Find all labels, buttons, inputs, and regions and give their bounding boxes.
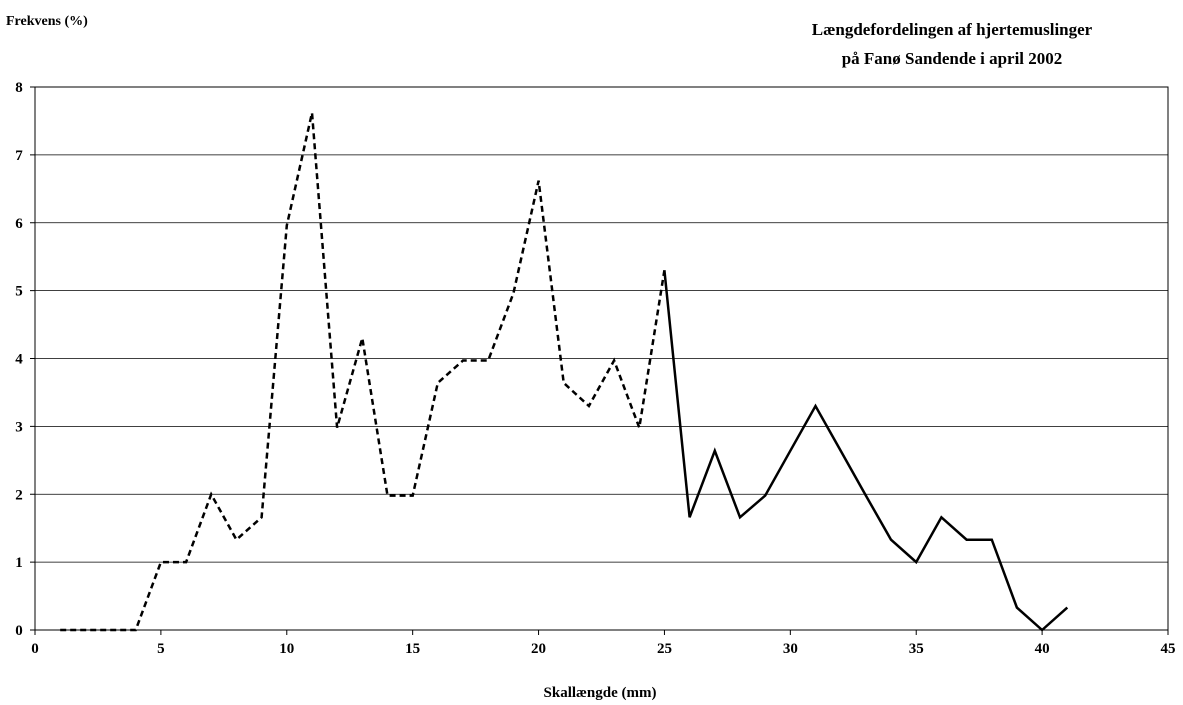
x-tick-label: 25 <box>657 641 672 657</box>
x-axis-title: Skallængde (mm) <box>544 685 657 701</box>
y-tick-label: 5 <box>15 284 23 300</box>
x-tick-label: 35 <box>909 641 924 657</box>
series-line-dashed <box>60 112 666 632</box>
y-tick-label: 6 <box>15 216 23 232</box>
x-tick-label: 10 <box>279 641 294 657</box>
x-tick-label: 40 <box>1035 641 1050 657</box>
y-tick-label: 7 <box>15 148 23 164</box>
series-line-solid <box>663 270 1069 632</box>
y-tick-label: 3 <box>15 419 23 435</box>
x-tick-label: 20 <box>531 641 546 657</box>
gridlines <box>35 154 1168 563</box>
x-tick-label: 15 <box>405 641 420 657</box>
chart-title-line-1: Længdefordelingen af hjertemuslinger <box>812 20 1093 39</box>
y-tick-label: 4 <box>15 352 23 368</box>
chart-title-line-2: på Fanø Sandende i april 2002 <box>842 49 1063 68</box>
x-tick-label: 0 <box>31 641 39 657</box>
y-tick-label: 0 <box>15 623 23 639</box>
y-tick-label: 2 <box>15 487 23 503</box>
x-tick-label: 5 <box>157 641 165 657</box>
y-tick-label: 8 <box>15 80 23 96</box>
y-tick-label: 1 <box>15 555 23 571</box>
series-group <box>60 112 1069 632</box>
x-tick-label: 45 <box>1161 641 1176 657</box>
x-tick-label: 30 <box>783 641 798 657</box>
y-axis-title: Frekvens (%) <box>6 14 88 29</box>
